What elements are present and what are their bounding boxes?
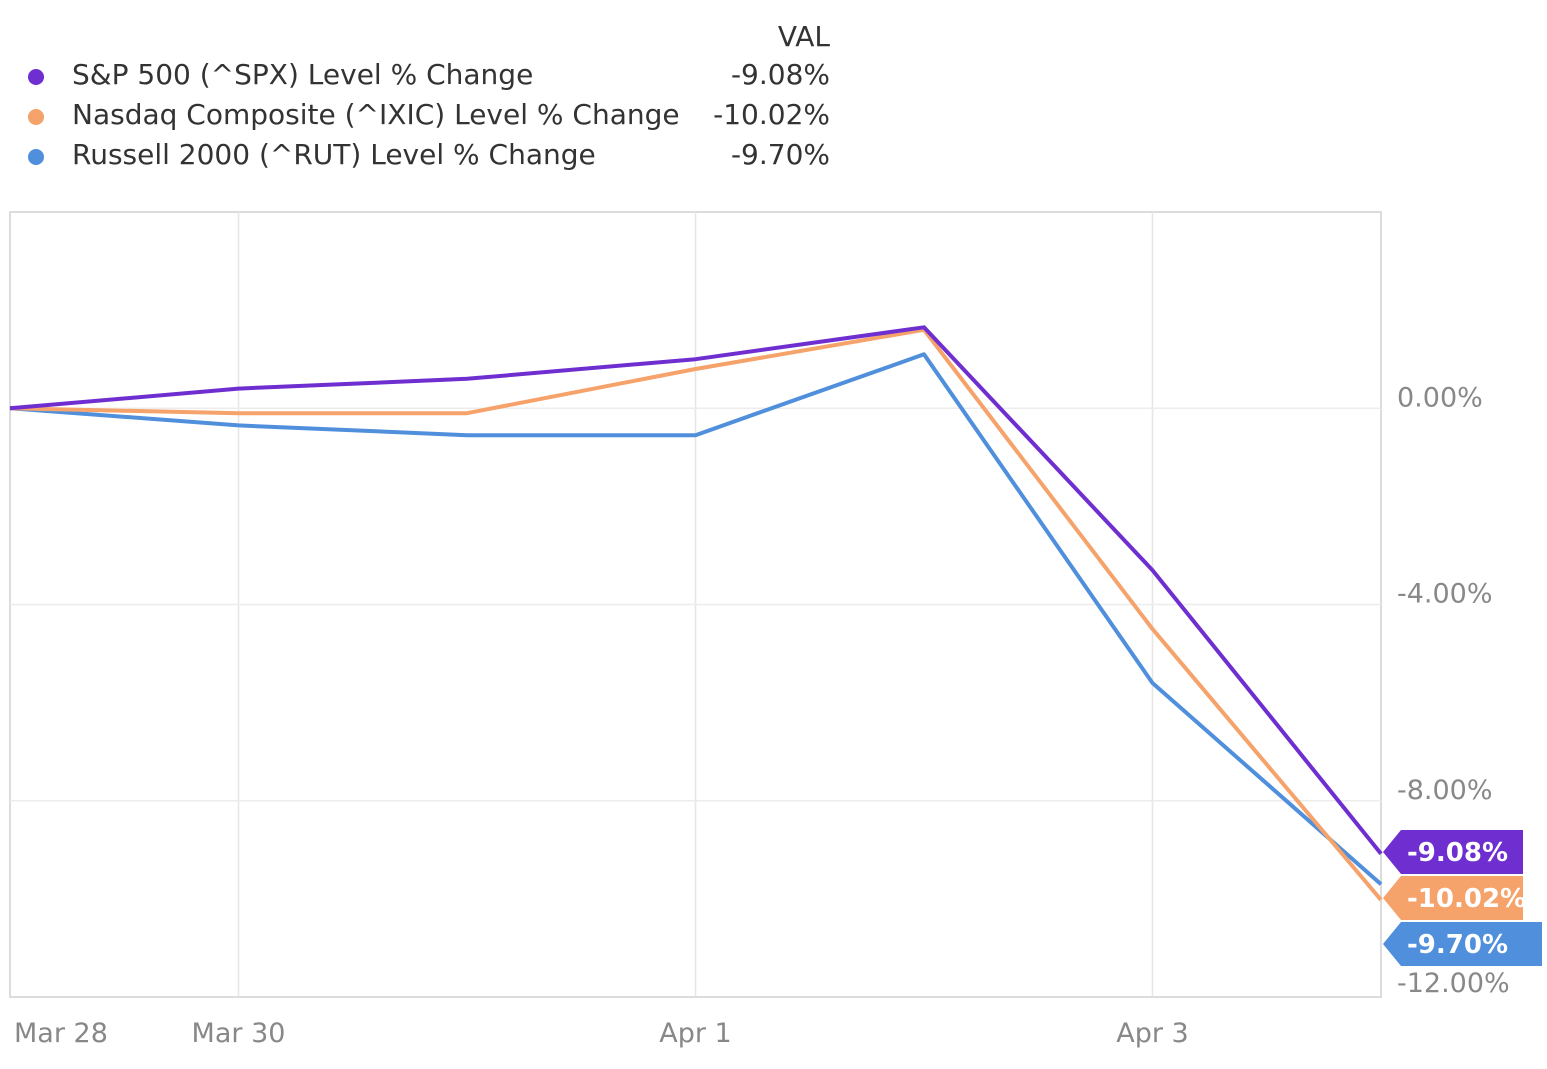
legend-label: Russell 2000 (^RUT) Level % Change	[72, 138, 596, 171]
y-tick-label: -4.00%	[1397, 579, 1493, 610]
series-line	[9, 327, 1383, 902]
series-line	[9, 352, 1383, 886]
legend-item-spx: S&P 500 (^SPX) Level % Change -9.08%	[0, 56, 840, 96]
legend-value: -9.08%	[730, 58, 830, 91]
chart-legend: VAL S&P 500 (^SPX) Level % Change -9.08%…	[0, 0, 900, 190]
end-value-tag	[1383, 876, 1523, 920]
legend-item-rut: Russell 2000 (^RUT) Level % Change -9.70…	[0, 136, 840, 176]
legend-item-ixic: Nasdaq Composite (^IXIC) Level % Change …	[0, 96, 840, 136]
end-value-label: -10.02%	[1407, 884, 1526, 914]
x-tick-label: Mar 28	[14, 1018, 108, 1049]
y-tick-label: 0.00%	[1397, 382, 1483, 413]
legend-label: S&P 500 (^SPX) Level % Change	[72, 58, 534, 91]
legend-marker	[28, 109, 44, 125]
x-tick-label: Mar 30	[192, 1018, 286, 1049]
end-value-tag	[1383, 830, 1523, 874]
x-tick-label: Apr 1	[659, 1018, 731, 1049]
end-value-tag	[1383, 922, 1542, 966]
legend-value: -9.70%	[730, 138, 830, 171]
series-line	[9, 325, 1383, 855]
legend-value: -10.02%	[713, 98, 830, 131]
legend-marker	[28, 69, 44, 85]
end-value-label: -9.70%	[1407, 930, 1508, 960]
legend-value-header: VAL	[777, 20, 830, 53]
y-tick-label: -12.00%	[1397, 968, 1510, 999]
y-tick-label: -8.00%	[1397, 775, 1493, 806]
x-tick-label: Apr 3	[1116, 1018, 1188, 1049]
end-value-label: -9.08%	[1407, 838, 1508, 868]
legend-label: Nasdaq Composite (^IXIC) Level % Change	[72, 98, 680, 131]
legend-marker	[28, 149, 44, 165]
